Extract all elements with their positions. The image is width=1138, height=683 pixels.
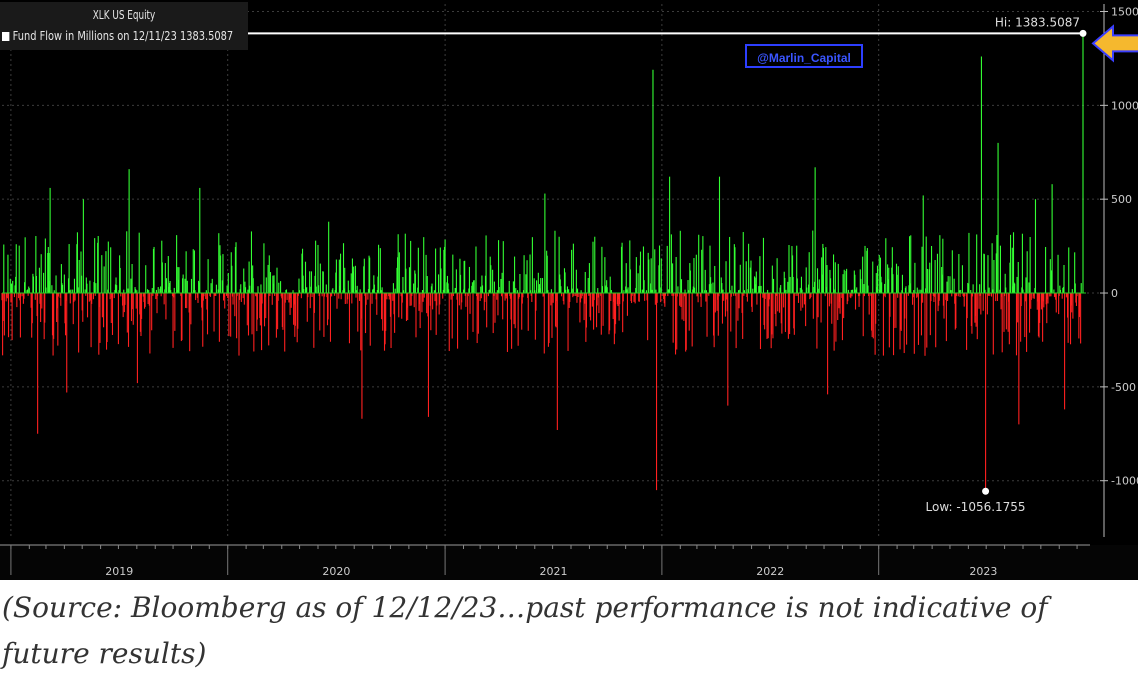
x-tick-label: 2021 — [539, 565, 567, 578]
y-tick-label: -1000 — [1111, 475, 1138, 488]
grid-lines — [2, 4, 1104, 537]
watermark-label: @Marlin_Capital — [745, 44, 863, 68]
legend: XLK US Equity Fund Flow in Millions on 1… — [0, 2, 248, 50]
left-arrow-icon-shape — [1091, 24, 1138, 63]
x-axis-band — [0, 545, 1138, 580]
x-tick-label: 2019 — [105, 565, 133, 578]
high-label: Hi: 1383.5087 — [995, 15, 1080, 29]
legend-series-label: Fund Flow in Millions on 12/11/23 1383.5… — [12, 29, 234, 43]
bars — [1, 33, 1086, 492]
legend-entry: Fund Flow in Millions on 12/11/23 1383.5… — [2, 29, 233, 43]
x-tick-label: 2020 — [322, 565, 350, 578]
y-tick-label: 1000 — [1111, 99, 1138, 112]
source-caption: (Source: Bloomberg as of 12/12/23…past p… — [2, 591, 1048, 670]
legend-title: XLK US Equity — [92, 8, 156, 22]
square-swatch-icon — [2, 32, 10, 41]
chart-panel: Hi: 1383.5087 Low: -1056.1755 1500 1000 500… — [0, 0, 1138, 580]
x-tick-label: 2022 — [756, 565, 784, 578]
y-tick-label: -500 — [1111, 381, 1136, 394]
y-tick-label: 0 — [1111, 287, 1118, 300]
low-label: Low: -1056.1755 — [926, 500, 1026, 514]
y-tick-label: 500 — [1111, 193, 1132, 206]
low-point — [982, 487, 990, 495]
fund-flow-chart: Hi: 1383.5087 Low: -1056.1755 1500 1000 500… — [0, 4, 1138, 580]
axes: 1500 1000 500 0 -500 -1000 2019 2020 2021 2022 202… — [0, 4, 1138, 580]
left-arrow-icon — [1091, 24, 1138, 63]
y-tick-label: 1500 — [1111, 6, 1138, 19]
high-point — [1079, 29, 1087, 37]
high-marker: Hi: 1383.5087 Low: -1056.1755 — [248, 15, 1087, 514]
x-tick-label: 2023 — [969, 565, 997, 578]
